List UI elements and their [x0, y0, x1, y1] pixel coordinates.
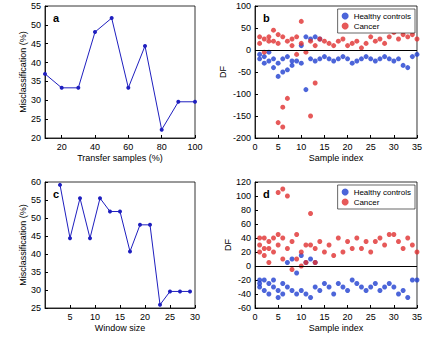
svg-text:30: 30: [190, 312, 200, 322]
svg-text:Cancer: Cancer: [354, 22, 380, 31]
svg-text:100: 100: [236, 191, 251, 201]
svg-text:50: 50: [31, 213, 41, 223]
svg-text:60: 60: [31, 177, 41, 187]
svg-text:60: 60: [123, 142, 133, 152]
svg-text:-60: -60: [238, 303, 251, 313]
svg-text:DF: DF: [223, 239, 233, 251]
svg-text:20: 20: [140, 312, 150, 322]
svg-text:0: 0: [246, 261, 251, 271]
svg-text:100: 100: [236, 1, 251, 11]
svg-text:a: a: [53, 12, 60, 24]
svg-text:5: 5: [276, 312, 281, 322]
svg-text:80: 80: [157, 142, 167, 152]
svg-text:d: d: [263, 188, 270, 200]
svg-text:20: 20: [343, 312, 353, 322]
svg-text:-20: -20: [238, 275, 251, 285]
svg-text:c: c: [53, 188, 59, 200]
svg-text:20: 20: [343, 142, 353, 152]
svg-text:-150: -150: [233, 111, 251, 121]
svg-text:35: 35: [412, 142, 422, 152]
svg-text:Healthy controls: Healthy controls: [354, 12, 411, 21]
svg-text:Transfer samples (%): Transfer samples (%): [77, 153, 163, 163]
svg-text:120: 120: [236, 177, 251, 187]
svg-text:30: 30: [389, 142, 399, 152]
svg-text:15: 15: [319, 142, 329, 152]
svg-text:Healthy controls: Healthy controls: [354, 188, 411, 197]
svg-text:0: 0: [252, 142, 257, 152]
svg-text:20: 20: [31, 133, 41, 143]
svg-text:60: 60: [241, 219, 251, 229]
svg-text:5: 5: [276, 142, 281, 152]
svg-text:Window size: Window size: [95, 323, 146, 333]
svg-text:40: 40: [31, 249, 41, 259]
svg-text:-100: -100: [233, 89, 251, 99]
svg-text:15: 15: [319, 312, 329, 322]
svg-text:30: 30: [389, 312, 399, 322]
svg-text:Sample index: Sample index: [309, 323, 364, 333]
svg-text:-40: -40: [238, 289, 251, 299]
svg-text:Sample index: Sample index: [309, 153, 364, 163]
svg-text:10: 10: [296, 142, 306, 152]
svg-text:40: 40: [90, 142, 100, 152]
svg-text:25: 25: [165, 312, 175, 322]
svg-text:10: 10: [296, 312, 306, 322]
svg-text:30: 30: [31, 285, 41, 295]
svg-text:50: 50: [241, 23, 251, 33]
svg-text:35: 35: [31, 76, 41, 86]
svg-text:Misclassification (%): Misclassification (%): [18, 31, 28, 113]
svg-text:DF: DF: [218, 66, 228, 78]
svg-text:40: 40: [241, 233, 251, 243]
svg-text:-50: -50: [238, 67, 251, 77]
svg-text:100: 100: [187, 142, 202, 152]
svg-text:0: 0: [252, 312, 257, 322]
svg-text:80: 80: [241, 205, 251, 215]
svg-text:25: 25: [31, 303, 41, 313]
svg-text:10: 10: [90, 312, 100, 322]
svg-text:35: 35: [412, 312, 422, 322]
svg-text:25: 25: [366, 312, 376, 322]
svg-text:40: 40: [31, 58, 41, 68]
svg-text:Misclassification (%): Misclassification (%): [18, 204, 28, 286]
svg-text:20: 20: [241, 247, 251, 257]
svg-text:-200: -200: [233, 133, 251, 143]
svg-text:55: 55: [31, 1, 41, 11]
svg-text:b: b: [263, 12, 270, 24]
svg-text:30: 30: [31, 95, 41, 105]
svg-text:55: 55: [31, 195, 41, 205]
svg-text:Cancer: Cancer: [354, 198, 380, 207]
svg-text:5: 5: [67, 312, 72, 322]
svg-text:0: 0: [246, 45, 251, 55]
svg-text:45: 45: [31, 231, 41, 241]
svg-text:35: 35: [31, 267, 41, 277]
svg-text:25: 25: [366, 142, 376, 152]
svg-text:50: 50: [31, 20, 41, 30]
svg-text:45: 45: [31, 39, 41, 49]
svg-text:20: 20: [57, 142, 67, 152]
svg-text:15: 15: [115, 312, 125, 322]
svg-text:25: 25: [31, 114, 41, 124]
